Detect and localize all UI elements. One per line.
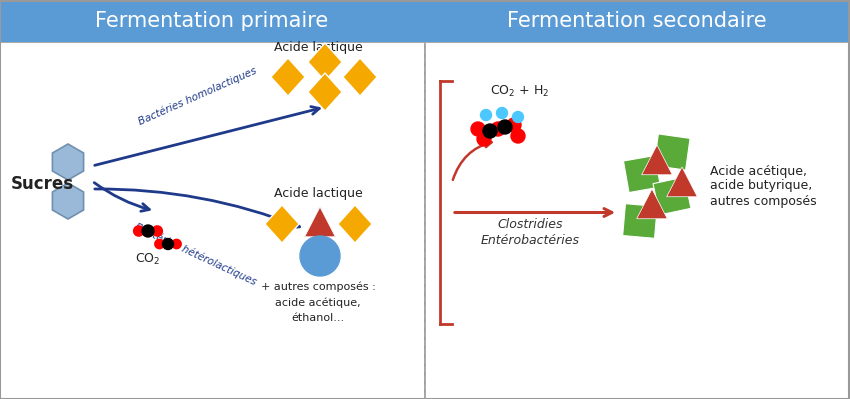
Polygon shape: [265, 205, 299, 243]
Text: Entérobactéries: Entérobactéries: [480, 234, 580, 247]
Text: Clostridies: Clostridies: [497, 218, 563, 231]
Text: CO$_2$ + H$_2$: CO$_2$ + H$_2$: [490, 83, 550, 99]
Circle shape: [133, 226, 144, 236]
Circle shape: [511, 129, 525, 143]
Polygon shape: [308, 43, 342, 81]
Polygon shape: [343, 58, 377, 96]
Polygon shape: [623, 203, 657, 238]
Polygon shape: [666, 167, 697, 197]
Text: Sucres: Sucres: [10, 175, 74, 193]
Bar: [425, 42, 850, 399]
Text: Fermentation secondaire: Fermentation secondaire: [507, 11, 767, 31]
Circle shape: [300, 236, 340, 276]
Circle shape: [483, 124, 497, 138]
Circle shape: [496, 107, 507, 119]
Circle shape: [155, 239, 164, 249]
Polygon shape: [338, 205, 372, 243]
Bar: [0, 42, 425, 399]
Circle shape: [480, 109, 491, 120]
Circle shape: [142, 225, 154, 237]
Text: éthanol...: éthanol...: [292, 313, 344, 323]
Circle shape: [491, 122, 505, 136]
Circle shape: [172, 239, 181, 249]
Polygon shape: [642, 145, 672, 175]
Text: Fermentation primaire: Fermentation primaire: [95, 11, 329, 31]
Text: acide acétique,: acide acétique,: [275, 298, 360, 308]
Polygon shape: [653, 177, 691, 215]
Bar: [425, 0, 850, 42]
Polygon shape: [304, 207, 335, 237]
Circle shape: [507, 118, 521, 132]
Polygon shape: [637, 189, 667, 219]
Text: Acide acétique,: Acide acétique,: [710, 164, 807, 178]
Text: Bactéries hétérolactiques: Bactéries hétérolactiques: [133, 221, 258, 287]
Circle shape: [513, 111, 524, 122]
Bar: [0, 0, 425, 42]
Circle shape: [162, 239, 173, 249]
Circle shape: [477, 132, 491, 146]
Text: Acide lactique: Acide lactique: [274, 188, 362, 201]
Circle shape: [471, 122, 485, 136]
Polygon shape: [271, 58, 305, 96]
Text: Bactéries homolactiques: Bactéries homolactiques: [137, 65, 258, 127]
Circle shape: [498, 120, 512, 134]
Polygon shape: [53, 144, 83, 180]
Polygon shape: [654, 134, 690, 170]
Text: Acide lactique: Acide lactique: [274, 41, 362, 53]
Text: + autres composés :: + autres composés :: [261, 282, 376, 292]
Polygon shape: [53, 183, 83, 219]
Polygon shape: [308, 73, 342, 111]
Text: autres composés: autres composés: [710, 194, 817, 207]
Text: acide butyrique,: acide butyrique,: [710, 180, 813, 192]
Text: CO$_2$: CO$_2$: [135, 251, 161, 267]
Polygon shape: [623, 156, 660, 193]
Circle shape: [152, 226, 162, 236]
